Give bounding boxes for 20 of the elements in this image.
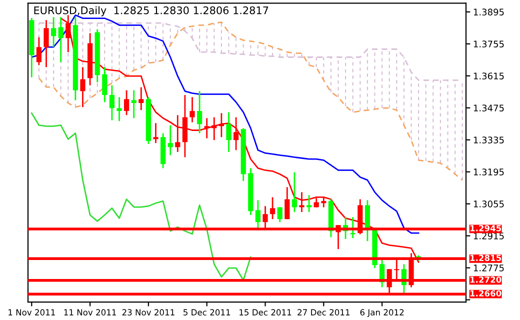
ref-line-label: 1.2945 [470,225,502,232]
y-tick-label: 1.3755 [474,40,504,48]
x-tick-label: 1 Nov 2011 [8,309,55,316]
y-tick-label: 1.3895 [474,8,504,16]
ref-line-label: 1.2720 [470,276,502,283]
y-tick-label: 1.3335 [474,136,504,144]
ref-line-label: 1.2660 [470,290,502,296]
y-tick-label: 1.2775 [474,264,504,272]
y-tick-label: 1.3475 [474,104,504,112]
x-tick-label: 11 Nov 2011 [64,309,116,316]
x-tick-label: 27 Dec 2011 [298,309,350,316]
x-tick-label: 15 Dec 2011 [240,309,292,316]
x-tick-label: 23 Nov 2011 [122,309,174,316]
y-tick-label: 1.3055 [474,200,504,208]
x-tick-label: 6 Jan 2012 [360,309,404,318]
y-tick-label: 1.3195 [474,168,504,176]
x-tick-label: 5 Dec 2011 [184,309,230,316]
ref-line-label: 1.2815 [470,254,502,262]
chart-title: EURUSD,Daily 1.2825 1.2830 1.2806 1.2817 [34,6,268,16]
y-tick-label: 1.3615 [474,72,504,80]
